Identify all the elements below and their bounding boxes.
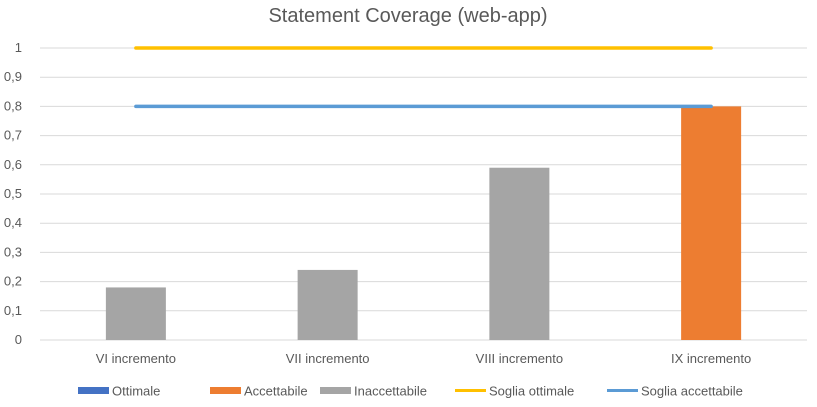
y-tick-label: 0,4 (4, 215, 22, 230)
y-tick-label: 0,2 (4, 274, 22, 289)
legend-swatch (210, 387, 241, 394)
bars (105, 106, 742, 341)
legend-swatch (78, 387, 109, 394)
x-tick-label: VI incremento (96, 351, 176, 366)
bar (105, 287, 166, 340)
chart-title: Statement Coverage (web-app) (268, 5, 547, 27)
threshold-lines (134, 46, 713, 109)
y-tick-label: 0,6 (4, 157, 22, 172)
y-tick-label: 0 (15, 332, 22, 347)
y-tick-label: 0,3 (4, 244, 22, 259)
legend-label: Soglia accettabile (641, 384, 743, 399)
legend-label: Inaccettabile (354, 384, 427, 399)
legend: Ottimale Accettabile Inaccettabile Soglia o… (78, 384, 743, 399)
y-tick-label: 0,8 (4, 98, 22, 113)
y-tick-label: 0,9 (4, 69, 22, 84)
y-tick-label: 0,1 (4, 303, 22, 318)
y-tick-label: 0,7 (4, 128, 22, 143)
x-tick-label: VIII incremento (476, 351, 563, 366)
y-axis-ticks: 0 0,1 0,2 0,3 0,4 0,5 0,6 0,7 0,8 0,9 1 (4, 40, 22, 347)
x-axis-ticks: VI incremento VII incremento VIII incremen… (96, 351, 751, 366)
x-tick-label: VII incremento (286, 351, 370, 366)
bar (297, 269, 358, 340)
y-tick-label: 1 (15, 40, 22, 55)
x-tick-label: IX incremento (671, 351, 751, 366)
legend-label: Ottimale (112, 384, 160, 399)
bar (681, 106, 742, 341)
y-tick-label: 0,5 (4, 186, 22, 201)
legend-label: Accettabile (244, 384, 308, 399)
bar (489, 167, 550, 340)
legend-swatch (320, 387, 351, 394)
legend-label: Soglia ottimale (489, 384, 574, 399)
